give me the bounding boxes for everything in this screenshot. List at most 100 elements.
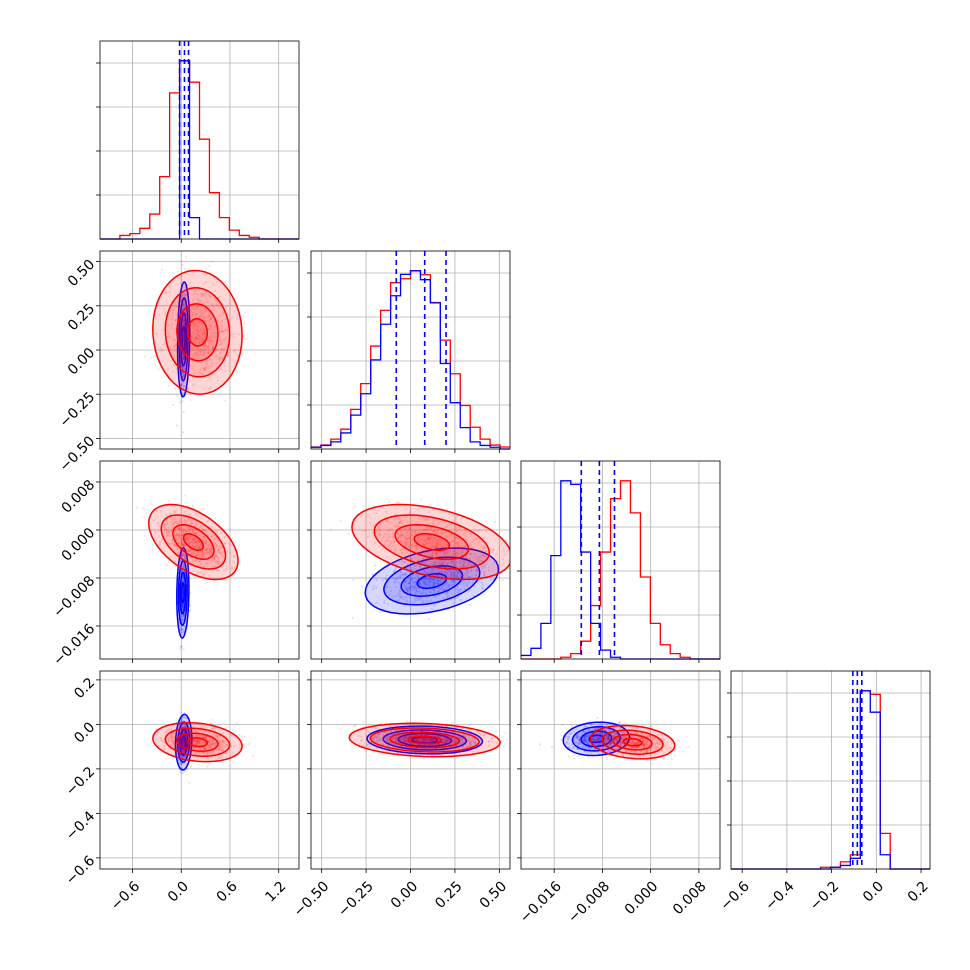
scatter-point-blue bbox=[424, 592, 427, 595]
scatter-point-red bbox=[187, 538, 190, 542]
scatter-point-red bbox=[244, 310, 248, 314]
scatter-point-red bbox=[395, 501, 399, 505]
scatter-point-red bbox=[429, 536, 432, 540]
scatter-point-blue bbox=[183, 754, 187, 758]
scatter-point-red bbox=[377, 508, 380, 512]
scatter-point-red bbox=[405, 540, 408, 544]
scatter-point-blue bbox=[180, 645, 183, 648]
scatter-point-blue bbox=[415, 590, 418, 593]
scatter-point-blue bbox=[182, 648, 185, 651]
density-fill-red bbox=[148, 504, 239, 580]
scatter-point-red bbox=[209, 547, 212, 550]
scatter-point-blue bbox=[181, 608, 184, 611]
scatter-point-blue bbox=[413, 585, 417, 588]
scatter-point-red bbox=[198, 552, 201, 555]
scatter-point-blue bbox=[419, 592, 422, 595]
scatter-point-red bbox=[491, 548, 495, 552]
scatter-point-blue bbox=[406, 587, 409, 590]
scatter-point-blue bbox=[431, 584, 434, 587]
scatter-point-red bbox=[423, 537, 426, 540]
scatter-point-red bbox=[194, 337, 197, 340]
scatter-point-red bbox=[371, 531, 374, 534]
scatter-point-blue bbox=[182, 576, 185, 579]
scatter-point-red bbox=[435, 541, 438, 545]
scatter-point-red bbox=[399, 521, 402, 524]
scatter-point-red bbox=[408, 536, 412, 539]
scatter-point-red bbox=[168, 530, 171, 534]
scatter-point-red bbox=[213, 556, 216, 559]
scatter-point-red bbox=[155, 727, 158, 730]
scatter-point-blue bbox=[476, 569, 479, 572]
scatter-point-red bbox=[158, 313, 161, 316]
scatter-point-blue bbox=[182, 614, 185, 617]
scatter-point-red bbox=[481, 583, 485, 586]
scatter-point-red bbox=[421, 541, 425, 544]
scatter-point-blue bbox=[182, 353, 185, 356]
scatter-point-red bbox=[464, 534, 467, 538]
scatter-point-blue bbox=[181, 771, 184, 774]
scatter-point-blue bbox=[182, 725, 185, 729]
scatter-point-red bbox=[211, 557, 214, 560]
scatter-point-red bbox=[353, 522, 356, 525]
scatter-point-red bbox=[190, 522, 193, 525]
scatter-point-red bbox=[410, 544, 414, 547]
scatter-point-red bbox=[143, 516, 146, 519]
scatter-point-red bbox=[203, 553, 206, 556]
scatter-point-red bbox=[205, 520, 208, 524]
scatter-point-red bbox=[469, 543, 472, 546]
scatter-point-blue bbox=[413, 600, 416, 603]
scatter-point-blue bbox=[465, 569, 469, 573]
scatter-point-red bbox=[423, 544, 426, 547]
scatter-point-blue bbox=[181, 603, 184, 606]
scatter-point-blue bbox=[441, 561, 445, 565]
scatter-point-blue bbox=[181, 615, 184, 618]
scatter-point-red bbox=[161, 538, 164, 541]
scatter-point-red bbox=[174, 533, 177, 536]
scatter-point-red bbox=[218, 562, 222, 566]
scatter-point-red bbox=[196, 539, 199, 543]
scatter-point-blue bbox=[450, 561, 453, 564]
scatter-point-red bbox=[208, 327, 211, 330]
scatter-point-red bbox=[194, 560, 197, 563]
scatter-point-red bbox=[188, 513, 192, 516]
scatter-point-blue bbox=[445, 571, 448, 575]
scatter-point-blue bbox=[442, 588, 445, 592]
scatter-point-red bbox=[159, 543, 162, 546]
scatter-point-red bbox=[194, 550, 197, 554]
density-fill-red bbox=[351, 504, 510, 580]
scatter-point-red bbox=[213, 557, 216, 560]
scatter-point-red bbox=[218, 295, 221, 298]
scatter-point-blue bbox=[457, 589, 460, 592]
scatter-point-red bbox=[172, 338, 175, 341]
scatter-point-red bbox=[464, 545, 467, 548]
scatter-point-blue bbox=[399, 593, 402, 596]
scatter-point-blue bbox=[182, 356, 186, 359]
scatter-point-blue bbox=[182, 740, 185, 743]
scatter-point-red bbox=[454, 536, 457, 540]
scatter-point-blue bbox=[405, 579, 408, 583]
scatter-point-blue bbox=[179, 762, 182, 765]
scatter-point-blue bbox=[417, 573, 420, 577]
scatter-point-blue bbox=[427, 600, 430, 603]
scatter-point-red bbox=[166, 368, 170, 371]
scatter-point-blue bbox=[352, 578, 355, 582]
scatter-point-red bbox=[461, 549, 464, 552]
scatter-point-blue bbox=[465, 584, 468, 587]
scatter-point-red bbox=[478, 538, 481, 541]
scatter-point-blue bbox=[427, 578, 431, 581]
scatter-point-red bbox=[453, 537, 456, 540]
scatter-point-red bbox=[203, 309, 206, 312]
scatter-point-red bbox=[152, 355, 156, 358]
contour-red bbox=[172, 524, 215, 560]
scatter-point-red bbox=[208, 315, 211, 318]
scatter-point-red bbox=[216, 304, 219, 307]
scatter-point-red bbox=[185, 530, 188, 533]
scatter-point-blue bbox=[182, 356, 185, 359]
scatter-point-red bbox=[173, 531, 176, 534]
scatter-point-blue bbox=[436, 578, 439, 582]
scatter-point-red bbox=[437, 538, 440, 542]
scatter-point-red bbox=[203, 367, 206, 370]
scatter-point-red bbox=[466, 584, 469, 588]
scatter-point-red bbox=[207, 293, 210, 296]
scatter-point-blue bbox=[490, 578, 493, 582]
